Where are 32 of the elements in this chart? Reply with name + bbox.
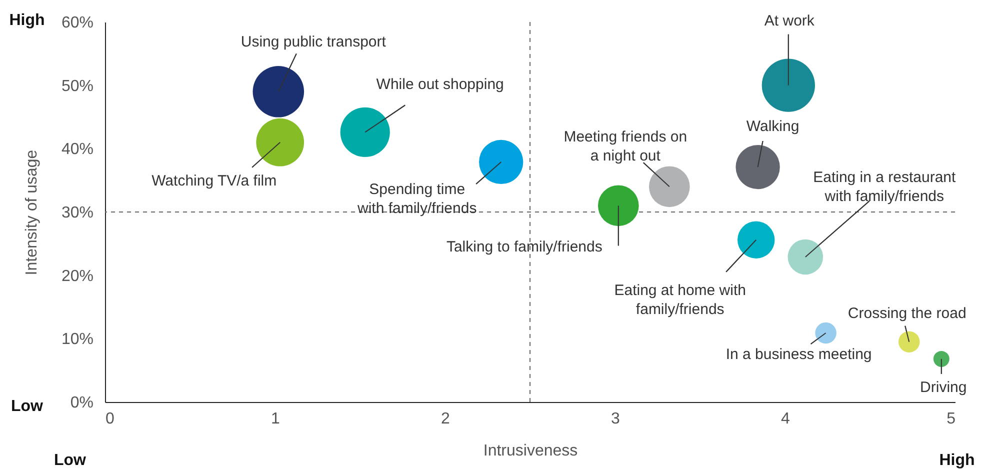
series-label: Driving	[920, 378, 967, 396]
text: Eating in a restaurant with family/friends	[813, 168, 957, 205]
series-label: Meeting friends on a night out	[564, 128, 688, 165]
series-label: Spending time with family/friends	[356, 180, 477, 217]
text: At work	[764, 12, 815, 30]
y-tick-label: 20%	[61, 268, 94, 285]
y-tick-label: 50%	[61, 78, 94, 95]
series-label: In a business meeting	[726, 346, 872, 363]
x-tick-label: 3	[611, 410, 620, 428]
series-label: Eating at home with family/friends	[614, 282, 746, 318]
x-axis-title: Intrusiveness	[483, 442, 578, 460]
y-tick-label: 60%	[61, 14, 94, 32]
y-tick-label: 30%	[61, 204, 94, 222]
y-tick-label: 0%	[70, 394, 94, 412]
y-tick-label: 10%	[61, 331, 94, 348]
text: High	[9, 12, 45, 29]
series-label: Talking to family/friends	[446, 238, 602, 256]
y-tick-label: 40%	[61, 141, 94, 158]
text: Using public transport	[240, 34, 387, 51]
y-axis-title: Intensity of usage	[23, 150, 40, 276]
text: Low	[11, 398, 44, 415]
x-tick-label: 2	[441, 410, 450, 428]
x-tick-label: 0	[106, 410, 114, 428]
text: Low	[54, 452, 87, 469]
series-label: While out shopping	[376, 76, 504, 94]
x-tick-label: 1	[271, 410, 280, 428]
x-tick-label: 5	[946, 410, 956, 428]
text: High	[939, 452, 975, 469]
series-label: Crossing the road	[848, 304, 966, 322]
x-tick-label: 4	[781, 410, 790, 428]
series-label: Walking	[746, 118, 800, 136]
series-label: Watching TV/a film	[152, 172, 277, 190]
